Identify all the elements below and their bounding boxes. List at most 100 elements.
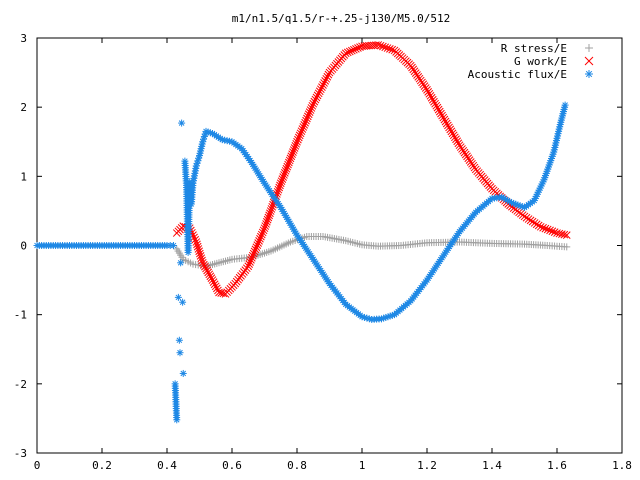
data-point <box>534 221 543 230</box>
data-point <box>563 243 571 251</box>
data-point <box>310 97 319 106</box>
data-point <box>546 226 554 235</box>
data-point <box>379 42 387 51</box>
data-point <box>281 166 290 175</box>
data-point <box>297 127 306 136</box>
data-point <box>381 43 390 52</box>
data-point <box>432 101 441 110</box>
x-tick-label: 0.2 <box>92 459 112 472</box>
data-point <box>451 133 459 142</box>
data-point <box>541 224 550 233</box>
data-point <box>448 129 457 138</box>
data-point <box>433 103 442 112</box>
data-point <box>290 144 299 152</box>
data-point <box>324 70 333 79</box>
legend-marker <box>585 70 593 78</box>
data-point <box>208 276 217 284</box>
data-point <box>543 225 552 234</box>
data-point <box>278 175 287 183</box>
data-point <box>178 119 186 127</box>
x-tick-label: 0.8 <box>287 459 307 472</box>
data-point <box>262 217 271 226</box>
data-point <box>524 215 533 223</box>
y-tick-label: 3 <box>20 32 27 45</box>
data-point <box>316 85 325 94</box>
data-point <box>179 298 187 306</box>
data-point <box>206 272 215 281</box>
data-point <box>319 81 327 89</box>
data-point <box>197 254 206 263</box>
data-point <box>309 99 318 108</box>
data-point <box>191 235 200 244</box>
data-point <box>315 87 324 96</box>
data-point <box>439 113 448 122</box>
data-point <box>275 183 284 192</box>
data-point <box>265 211 273 220</box>
data-point <box>246 258 254 266</box>
data-point <box>247 256 255 264</box>
data-point <box>289 146 298 154</box>
data-point <box>195 247 203 256</box>
series-1 <box>172 41 571 298</box>
data-point <box>201 262 209 271</box>
data-point <box>248 251 257 260</box>
data-point <box>440 115 449 124</box>
data-point <box>306 106 315 114</box>
data-point <box>279 173 288 181</box>
data-point <box>203 266 211 275</box>
data-point <box>560 230 569 239</box>
data-point <box>442 119 451 128</box>
data-point <box>205 270 214 279</box>
data-point <box>268 202 277 211</box>
data-point <box>262 220 270 228</box>
data-point <box>209 278 218 287</box>
data-point <box>308 101 317 110</box>
data-point <box>254 239 263 247</box>
data-point <box>283 162 292 171</box>
y-tick-label: -2 <box>14 378 27 391</box>
data-point <box>539 223 547 232</box>
x-tick-label: 1.6 <box>547 459 567 472</box>
data-point <box>285 158 293 167</box>
data-point <box>438 111 446 120</box>
data-point <box>193 242 202 251</box>
data-point <box>561 101 569 109</box>
data-point <box>347 46 356 55</box>
series-0 <box>173 233 571 270</box>
data-point <box>321 77 330 85</box>
data-point <box>256 234 264 243</box>
data-point <box>320 79 328 87</box>
x-tick-label: 1.4 <box>482 459 502 472</box>
data-point <box>301 118 309 127</box>
data-point <box>444 121 452 130</box>
data-point <box>204 268 213 277</box>
data-point <box>303 114 311 123</box>
data-point <box>323 72 332 81</box>
data-point <box>259 226 268 235</box>
data-point <box>202 264 210 273</box>
data-point <box>293 137 301 146</box>
y-tick-label: 2 <box>20 101 27 114</box>
x-tick-label: 1.2 <box>417 459 437 472</box>
data-point <box>193 240 201 249</box>
data-point <box>548 227 557 236</box>
data-point <box>284 160 292 169</box>
data-point <box>214 286 222 295</box>
data-point <box>303 112 312 121</box>
data-marks <box>33 41 571 424</box>
y-tick-label: -3 <box>14 447 27 460</box>
data-point <box>173 416 181 424</box>
data-point <box>530 219 539 227</box>
y-tick-label: 1 <box>20 170 27 183</box>
data-point <box>277 177 286 186</box>
data-point <box>285 156 294 165</box>
data-point <box>296 129 305 138</box>
data-point <box>356 43 364 52</box>
data-point <box>528 217 537 226</box>
data-point <box>175 336 183 344</box>
data-point <box>294 133 303 142</box>
data-point <box>434 105 443 114</box>
data-point <box>341 49 350 58</box>
data-point <box>255 237 263 245</box>
